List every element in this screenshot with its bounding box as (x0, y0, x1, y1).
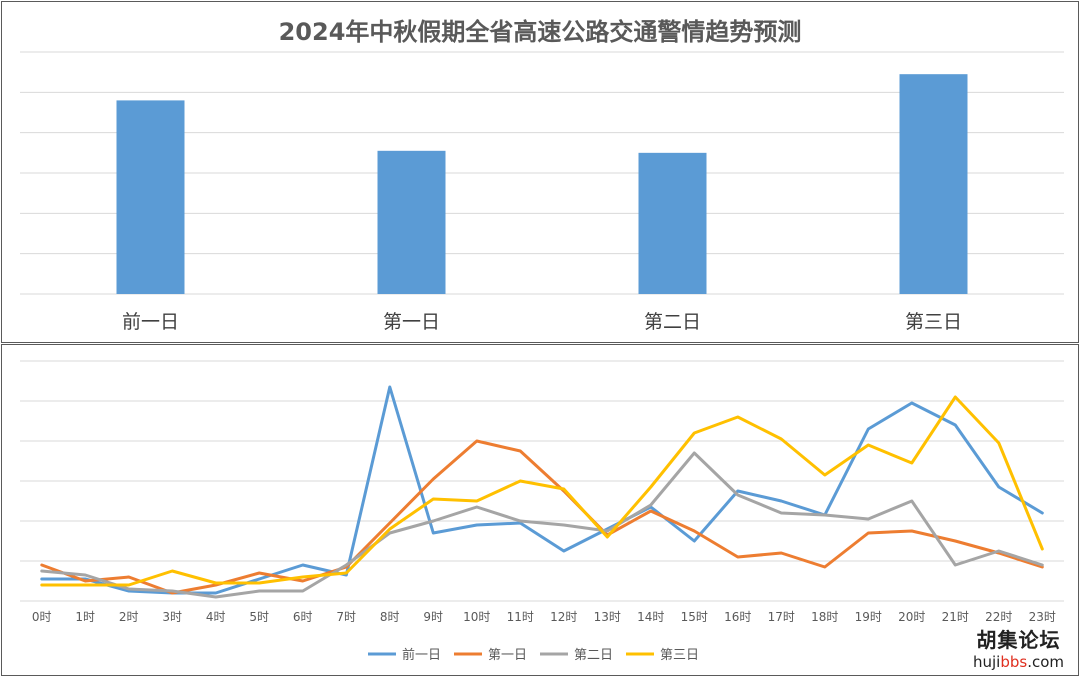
bar (377, 150, 446, 294)
x-tick-label: 22时 (985, 610, 1012, 624)
bar (899, 74, 968, 294)
x-tick-label: 15时 (681, 610, 708, 624)
x-tick-label: 23时 (1029, 610, 1056, 624)
x-tick-label: 19时 (855, 610, 882, 624)
legend-label: 前一日 (402, 647, 441, 663)
bar-chart: 前一日 第一日 第二日 第三日 (20, 51, 1064, 333)
x-tick-label: 21时 (942, 610, 969, 624)
x-tick-label: 17时 (768, 610, 795, 624)
series-line (40, 385, 1044, 595)
x-tick-label: 7时 (336, 610, 356, 624)
x-tick-label: 10时 (463, 610, 490, 624)
chart-title: 2024年中秋假期全省高速公路交通警情趋势预测 (278, 18, 802, 46)
bar-chart-panel: 2024年中秋假期全省高速公路交通警情趋势预测 前一日 第一日 第二日 第三日 (1, 1, 1079, 343)
watermark-name: 胡集论坛 (976, 628, 1061, 652)
x-tick-label: 9时 (423, 610, 443, 624)
bar (638, 152, 707, 294)
x-tick-label: 18时 (811, 610, 838, 624)
line-chart: 0时 1时 2时 3时 4时 5时 6时 7时 8时 9时 10时 11时 12时 13时 14时 15时 16… (20, 360, 1064, 663)
x-tick-label: 13时 (594, 610, 621, 624)
x-tick-label: 前一日 (122, 311, 179, 333)
x-tick-label: 8时 (380, 610, 400, 624)
series-line (40, 395, 1044, 587)
x-tick-label: 11时 (507, 610, 534, 624)
line-chart-panel: 0时 1时 2时 3时 4时 5时 6时 7时 8时 9时 10时 11时 12时 13时 14时 15时 16… (1, 344, 1079, 676)
x-tick-label: 16时 (724, 610, 751, 624)
bar (116, 100, 185, 295)
series-line (40, 439, 1044, 595)
x-tick-label: 2时 (119, 610, 139, 624)
x-tick-label: 12时 (550, 610, 577, 624)
series-line (40, 451, 1044, 599)
x-tick-label: 第一日 (383, 311, 440, 333)
x-tick-label: 4时 (206, 610, 226, 624)
x-tick-label: 第三日 (905, 311, 962, 333)
legend-label: 第一日 (488, 648, 527, 663)
watermark: 胡集论坛 hujibbs.com (973, 624, 1064, 671)
watermark-url: hujibbs.com (972, 653, 1064, 671)
legend-label: 第三日 (660, 648, 699, 663)
x-tick-label: 20时 (898, 610, 925, 624)
x-tick-label: 5时 (249, 610, 269, 624)
x-tick-label: 6时 (293, 610, 313, 624)
x-tick-label: 1时 (75, 610, 95, 624)
legend-label: 第二日 (574, 648, 613, 663)
x-tick-label: 第二日 (644, 311, 701, 333)
x-tick-label: 14时 (637, 610, 664, 624)
x-tick-label: 0时 (32, 610, 52, 624)
x-tick-label: 3时 (162, 610, 182, 624)
